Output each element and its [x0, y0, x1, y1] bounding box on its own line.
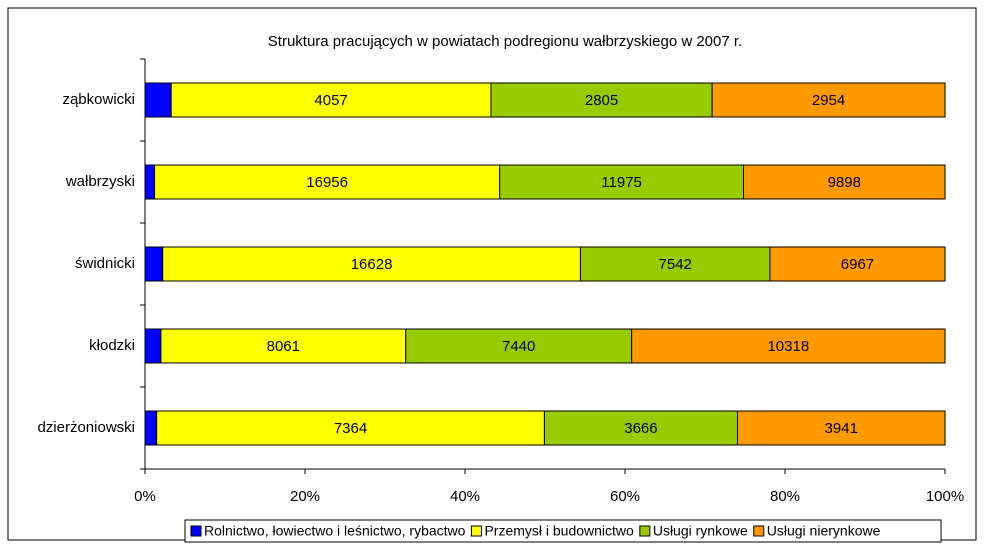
data-label: 7440: [502, 338, 535, 355]
data-label: 16956: [306, 174, 348, 191]
chart-title: Struktura pracujących w powiatach podreg…: [268, 33, 742, 50]
data-label: 11975: [601, 174, 642, 191]
bar-segment: [405, 328, 633, 364]
bar-segment: [631, 328, 946, 364]
bar-segment: [154, 164, 501, 200]
data-label: 3941: [825, 420, 858, 437]
bar-segment: [144, 82, 172, 118]
data-label: 2805: [585, 92, 618, 109]
data-label: 4057: [314, 92, 347, 109]
legend-swatch: [753, 525, 765, 537]
legend-label: Przemysł i budownictwo: [484, 523, 634, 539]
y-tick-label: kłodzki: [89, 337, 135, 354]
data-label: 3666: [624, 420, 657, 437]
legend-label: Usługi rynkowe: [653, 523, 748, 539]
x-tick-label: 80%: [770, 488, 800, 505]
bar-segment: [144, 328, 162, 364]
legend-label: Rolnictwo, łowiectwo i leśnictwo, rybact…: [204, 523, 466, 539]
bar-segment: [579, 246, 771, 282]
y-tick-label: świdnicki: [75, 255, 135, 272]
data-label: 6967: [841, 256, 874, 273]
bar-segment: [160, 328, 407, 364]
bar-segment: [162, 246, 581, 282]
x-tick-label: 0%: [134, 488, 156, 505]
legend-swatch: [470, 525, 482, 537]
data-label: 7364: [334, 420, 367, 437]
data-label: 9898: [828, 174, 861, 191]
bar-segment: [769, 246, 946, 282]
bar-segment: [144, 246, 164, 282]
bar-segment: [490, 82, 713, 118]
legend-label: Usługi nierynkowe: [767, 523, 881, 539]
data-label: 7542: [659, 256, 692, 273]
y-tick-label: dzierżoniowski: [37, 419, 135, 436]
y-tick-label: ząbkowicki: [62, 91, 135, 108]
bar-segment: [144, 410, 158, 446]
bar-segment: [743, 164, 946, 200]
x-tick-label: 40%: [450, 488, 480, 505]
x-tick-label: 100%: [926, 488, 964, 505]
data-label: 16628: [351, 256, 393, 273]
x-tick-label: 20%: [290, 488, 320, 505]
bar-segment: [156, 410, 545, 446]
bar-segment: [711, 82, 946, 118]
y-tick-label: wałbrzyski: [65, 173, 135, 190]
legend-swatch: [190, 525, 202, 537]
data-label: 10318: [767, 338, 809, 355]
bar-segment: [543, 410, 738, 446]
bar-segment: [736, 410, 946, 446]
x-tick-label: 60%: [610, 488, 640, 505]
bar-segment: [499, 164, 745, 200]
data-label: 2954: [812, 92, 845, 109]
legend-box: [184, 519, 942, 543]
data-label: 8061: [267, 338, 300, 355]
legend-swatch: [639, 525, 651, 537]
bar-segment: [144, 164, 156, 200]
bar-segment: [170, 82, 492, 118]
